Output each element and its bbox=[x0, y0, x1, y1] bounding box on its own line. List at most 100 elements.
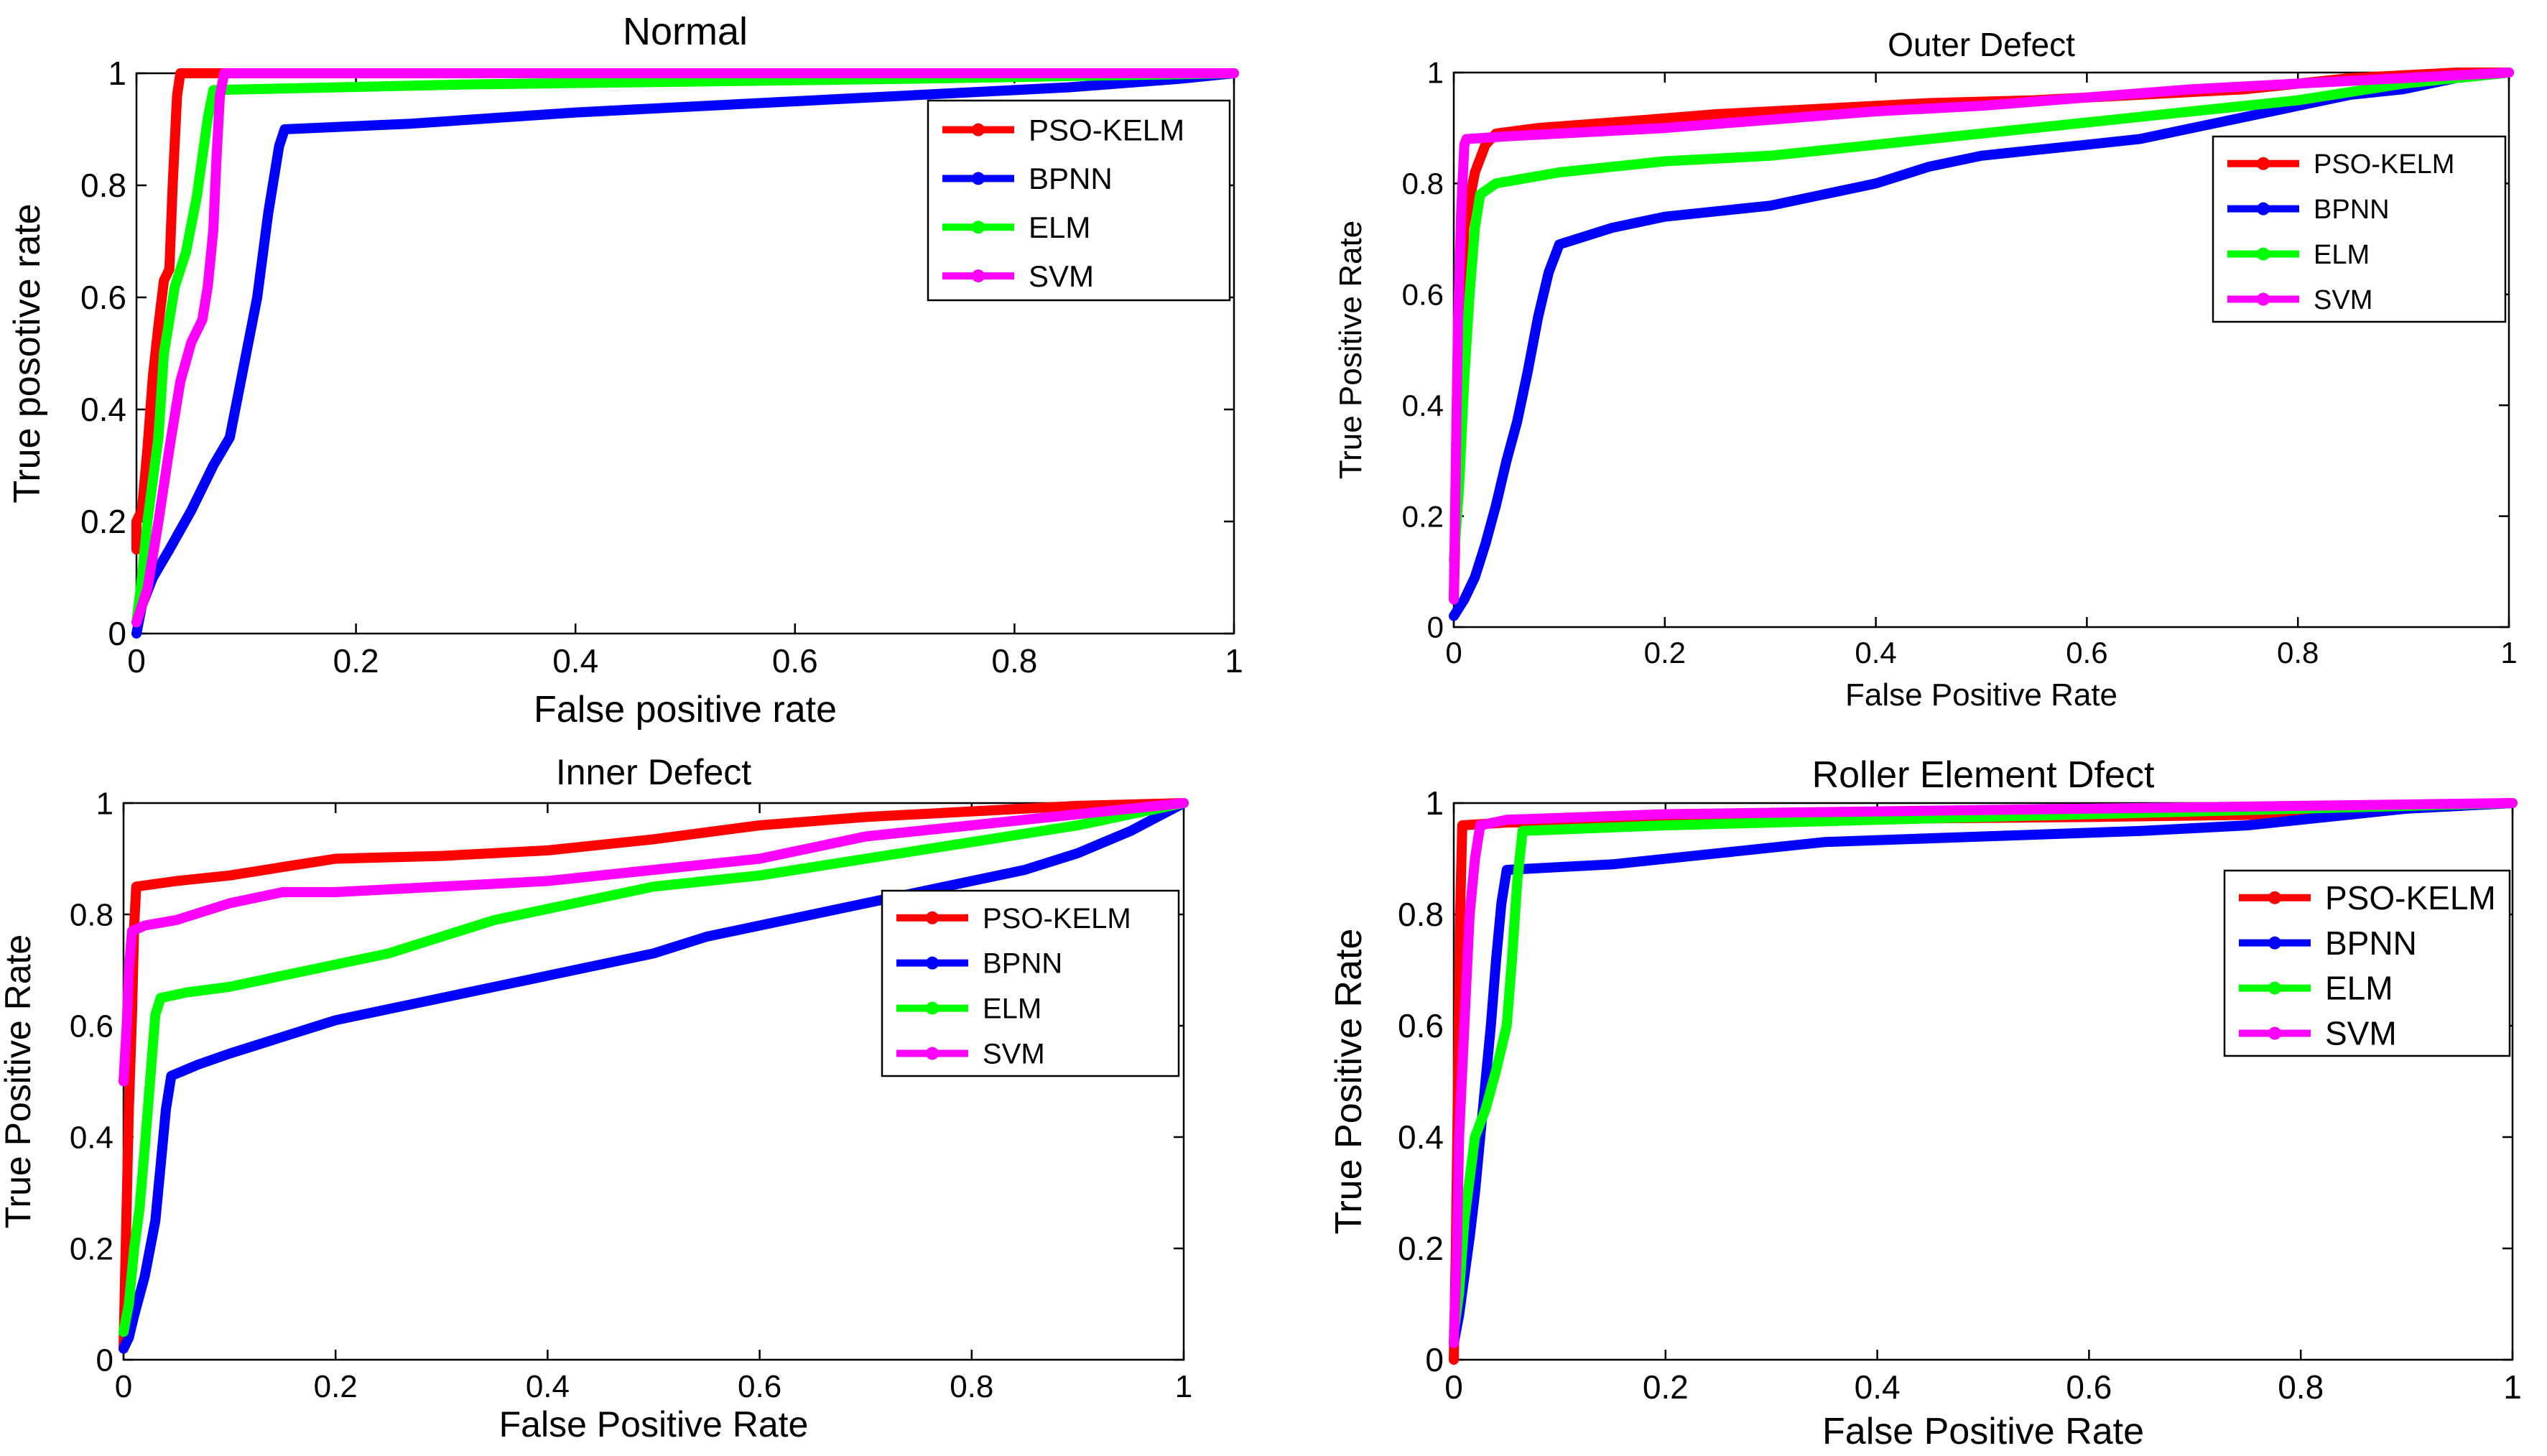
legend-label-svm: SVM bbox=[2325, 1015, 2397, 1052]
y-axis-label: True posotive rate bbox=[6, 203, 48, 503]
legend-label-pso-kelm: PSO-KELM bbox=[1029, 113, 1184, 147]
legend-label-svm: SVM bbox=[1029, 259, 1094, 293]
x-tick-label: 0 bbox=[127, 642, 146, 680]
legend: PSO-KELM BPNN ELM SVM bbox=[881, 889, 1180, 1077]
legend-marker-pso-kelm bbox=[2268, 891, 2281, 904]
x-axis-label: False Positive Rate bbox=[1845, 677, 2117, 713]
legend-label-bpnn: BPNN bbox=[2314, 195, 2390, 225]
series-line-svm bbox=[1449, 798, 2518, 1348]
y-tick-label: 0.8 bbox=[70, 897, 113, 932]
y-tick-label: 0.8 bbox=[1402, 167, 1444, 200]
roc-panel-4: 0 0.2 0.4 0.6 0.8 1 0 0.2 0.4 0.6 0.8 1 Roller Eleme… bbox=[1328, 754, 2522, 1452]
chart-title: Outer Defect bbox=[1888, 26, 2075, 63]
y-tick-label: 0.8 bbox=[1398, 896, 1444, 933]
x-tick-label: 0.6 bbox=[2066, 636, 2107, 669]
series-line-pso-kelm bbox=[131, 68, 1239, 555]
legend-label-svm: SVM bbox=[2314, 285, 2372, 315]
roc-panel-1: 0 0.2 0.4 0.6 0.8 1 0 0.2 0.4 0.6 0.8 1 Normal False … bbox=[6, 10, 1243, 731]
x-tick-label: 1 bbox=[2503, 1368, 2522, 1406]
x-axis-label: False Positive Rate bbox=[499, 1404, 809, 1445]
series-line-svm bbox=[1449, 68, 2514, 605]
legend-label-pso-kelm: PSO-KELM bbox=[2325, 879, 2496, 917]
y-tick-label: 0.2 bbox=[1402, 499, 1444, 533]
x-tick-label: 1 bbox=[1225, 642, 1243, 680]
x-tick-label: 0 bbox=[115, 1369, 132, 1404]
y-tick-label: 0.4 bbox=[80, 391, 126, 428]
y-axis-label: True Positive Rate bbox=[0, 935, 38, 1228]
y-axis-label: True Positive Rate bbox=[1333, 221, 1368, 479]
legend-label-bpnn: BPNN bbox=[983, 948, 1062, 980]
x-tick-label: 0.2 bbox=[333, 642, 379, 680]
x-tick-label: 0.6 bbox=[738, 1369, 781, 1404]
y-tick-label: 0.4 bbox=[1402, 389, 1444, 422]
x-tick-label: 0.8 bbox=[991, 642, 1037, 680]
series-line-elm bbox=[1449, 798, 2518, 1337]
y-tick-label: 0 bbox=[1427, 611, 1444, 644]
x-tick-label: 0.6 bbox=[772, 642, 818, 680]
series-line-elm bbox=[1449, 68, 2514, 566]
y-tick-label: 0.2 bbox=[80, 503, 126, 540]
series-line-pso-kelm bbox=[119, 798, 1189, 1354]
legend-marker-pso-kelm bbox=[2257, 157, 2270, 170]
x-tick-label: 0.8 bbox=[950, 1369, 993, 1404]
legend-marker-svm bbox=[972, 269, 985, 283]
legend-marker-elm bbox=[2268, 981, 2281, 995]
legend: PSO-KELM BPNN ELM SVM bbox=[2212, 135, 2507, 323]
y-tick-label: 1 bbox=[108, 55, 126, 92]
y-axis-label: True Positive Rate bbox=[1328, 929, 1370, 1235]
legend-marker-pso-kelm bbox=[972, 123, 985, 136]
x-tick-label: 0.2 bbox=[1643, 1368, 1689, 1406]
y-tick-label: 0.4 bbox=[70, 1120, 113, 1155]
x-tick-label: 0.8 bbox=[2278, 1368, 2324, 1406]
legend: PSO-KELM BPNN ELM SVM bbox=[2223, 869, 2511, 1057]
x-tick-label: 1 bbox=[1175, 1369, 1192, 1404]
y-tick-label: 0.4 bbox=[1398, 1118, 1444, 1156]
x-tick-label: 1 bbox=[2500, 636, 2517, 669]
x-axis-label: False Positive Rate bbox=[1822, 1411, 2144, 1452]
legend-label-elm: ELM bbox=[2325, 970, 2393, 1007]
x-axis-label: False positive rate bbox=[534, 689, 837, 731]
x-tick-label: 0.4 bbox=[1855, 1368, 1901, 1406]
y-tick-label: 1 bbox=[1427, 56, 1444, 90]
legend-marker-bpnn bbox=[2257, 202, 2270, 215]
legend-marker-bpnn bbox=[972, 172, 985, 185]
x-tick-label: 0.2 bbox=[1644, 636, 1686, 669]
x-tick-label: 0.8 bbox=[2277, 636, 2319, 669]
roc-panel-3: 0 0.2 0.4 0.6 0.8 1 0 0.2 0.4 0.6 0.8 1 Inner Defect… bbox=[0, 752, 1192, 1445]
y-tick-label: 0.6 bbox=[1402, 278, 1444, 312]
series-line-bpnn bbox=[131, 68, 1239, 639]
legend-label-pso-kelm: PSO-KELM bbox=[983, 903, 1131, 935]
y-tick-label: 0.6 bbox=[70, 1008, 113, 1044]
x-tick-label: 0.6 bbox=[2066, 1368, 2112, 1406]
x-tick-label: 0 bbox=[1445, 636, 1462, 669]
y-tick-label: 0 bbox=[1425, 1341, 1444, 1378]
legend-label-bpnn: BPNN bbox=[2325, 924, 2417, 962]
y-tick-label: 0 bbox=[96, 1343, 113, 1378]
series-line-bpnn bbox=[1449, 798, 2518, 1348]
series-line-bpnn bbox=[119, 798, 1189, 1354]
legend-marker-svm bbox=[926, 1047, 939, 1060]
x-tick-label: 0 bbox=[1444, 1368, 1463, 1406]
legend-marker-bpnn bbox=[926, 956, 939, 970]
legend-marker-svm bbox=[2257, 292, 2270, 306]
legend-label-svm: SVM bbox=[983, 1039, 1045, 1070]
series-line-svm bbox=[131, 68, 1239, 628]
legend-marker-svm bbox=[2268, 1026, 2281, 1040]
legend-label-elm: ELM bbox=[2314, 240, 2370, 270]
x-tick-label: 0.4 bbox=[526, 1369, 570, 1404]
legend-label-elm: ELM bbox=[983, 993, 1041, 1025]
y-tick-label: 0.8 bbox=[80, 167, 126, 204]
y-tick-label: 0 bbox=[108, 615, 126, 652]
x-tick-label: 0.4 bbox=[1855, 636, 1896, 669]
legend-marker-elm bbox=[972, 221, 985, 234]
legend: PSO-KELM BPNN ELM SVM bbox=[927, 99, 1231, 302]
roc-panel-2: 0 0.2 0.4 0.6 0.8 1 0 0.2 0.4 0.6 0.8 1 Outer Defect… bbox=[1333, 26, 2518, 713]
y-tick-label: 1 bbox=[1425, 784, 1444, 822]
legend-marker-bpnn bbox=[2268, 936, 2281, 950]
chart-title: Roller Element Dfect bbox=[1812, 754, 2155, 796]
y-tick-label: 1 bbox=[96, 786, 113, 821]
series-line-bpnn bbox=[1449, 68, 2514, 621]
y-tick-label: 0.2 bbox=[1398, 1230, 1444, 1267]
legend-marker-pso-kelm bbox=[926, 911, 939, 924]
